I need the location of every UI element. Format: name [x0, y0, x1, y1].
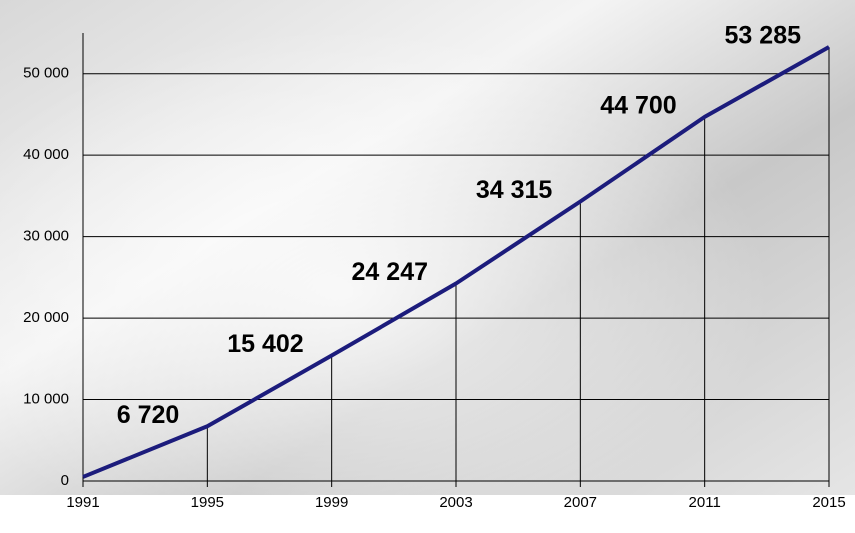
x-tick-label: 1999 [315, 494, 348, 511]
y-tick-label: 40 000 [23, 146, 69, 163]
x-tick-label: 2011 [689, 494, 721, 511]
y-tick-label: 0 [61, 472, 69, 489]
data-label: 24 247 [352, 258, 428, 286]
data-label: 53 285 [725, 22, 802, 50]
x-tick-label: 2003 [439, 494, 472, 511]
y-tick-label: 20 000 [23, 309, 69, 326]
data-label: 34 315 [476, 176, 553, 204]
data-label: 6 720 [117, 401, 180, 429]
axis-band [0, 495, 855, 533]
x-tick-label: 1995 [191, 494, 224, 511]
x-tick-label: 2007 [564, 494, 597, 511]
y-tick-label: 10 000 [23, 391, 69, 408]
y-tick-label: 50 000 [23, 65, 69, 82]
data-line [82, 45, 830, 479]
data-label: 15 402 [227, 330, 303, 358]
y-tick-label: 30 000 [23, 228, 69, 245]
x-tick-label: 1991 [66, 494, 99, 511]
data-label: 44 700 [600, 92, 676, 120]
x-tick-label: 2015 [812, 494, 845, 511]
